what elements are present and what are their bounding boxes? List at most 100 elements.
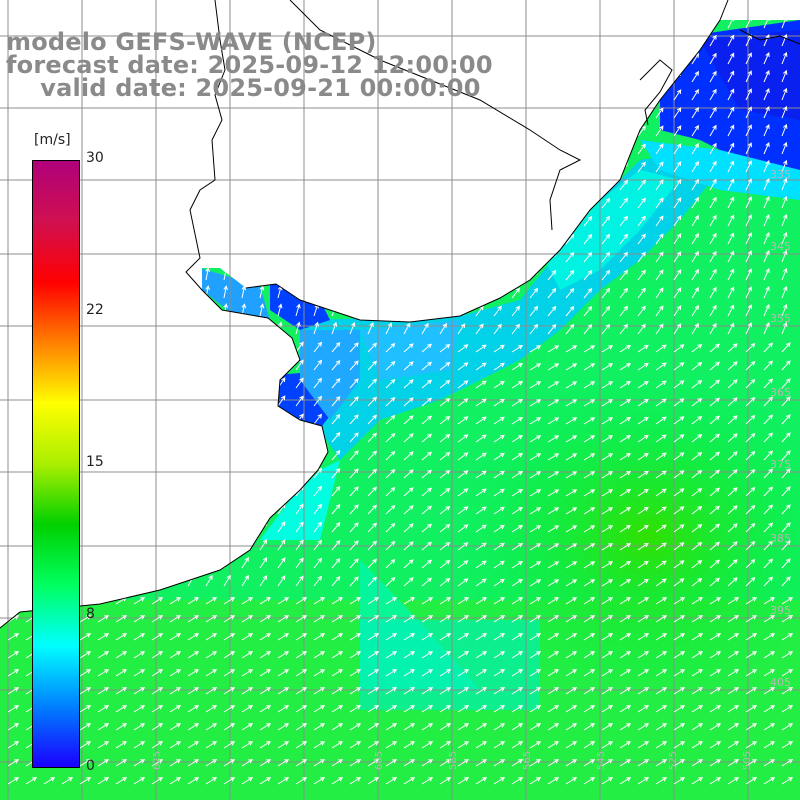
wind-arrow xyxy=(583,687,596,695)
wind-arrow xyxy=(367,178,374,191)
wind-arrow xyxy=(295,575,304,587)
wind-arrow xyxy=(295,521,304,533)
wind-arrow xyxy=(547,107,557,119)
wind-arrow xyxy=(259,341,268,353)
wind-arrow xyxy=(727,705,740,713)
wind-arrow xyxy=(223,394,231,407)
wind-arrow xyxy=(187,597,200,605)
wind-arrow xyxy=(403,723,416,731)
wind-arrow xyxy=(439,777,452,785)
wind-arrow xyxy=(133,340,141,353)
wind-arrow xyxy=(727,178,735,191)
wind-arrow xyxy=(259,575,268,587)
wind-arrow xyxy=(25,249,32,263)
wind-arrow xyxy=(763,214,770,227)
wind-arrow xyxy=(511,471,524,479)
wind-arrow xyxy=(709,214,717,227)
wind-arrow xyxy=(295,231,301,245)
wind-arrow xyxy=(691,577,703,587)
wind-arrow xyxy=(709,34,717,47)
wind-arrow xyxy=(727,70,735,83)
wind-arrow xyxy=(331,321,338,335)
wind-arrow xyxy=(421,577,432,587)
wind-arrow xyxy=(439,451,451,461)
wind-arrow xyxy=(619,615,632,623)
wind-arrow xyxy=(7,214,14,227)
wind-arrow xyxy=(367,20,374,29)
wind-arrow xyxy=(295,741,308,749)
wind-arrow xyxy=(277,231,283,245)
wind-arrow xyxy=(439,559,451,569)
wind-arrow xyxy=(313,159,319,173)
wind-arrow xyxy=(637,416,649,425)
wind-arrow xyxy=(619,669,632,677)
wind-arrow xyxy=(475,125,484,137)
wind-arrow xyxy=(367,342,378,353)
wind-arrow xyxy=(673,759,686,767)
wind-arrow xyxy=(385,178,392,191)
wind-arrow xyxy=(367,633,380,641)
wind-arrow xyxy=(385,777,398,785)
wind-arrow xyxy=(745,70,752,83)
wind-arrow xyxy=(403,597,416,605)
wind-arrow xyxy=(493,759,506,767)
wind-arrow xyxy=(331,777,344,785)
wind-arrow xyxy=(457,416,469,425)
wind-arrow xyxy=(709,361,721,371)
wind-arrow xyxy=(151,538,159,551)
wind-arrow xyxy=(241,633,254,641)
wind-arrow xyxy=(727,250,735,263)
wind-arrow xyxy=(511,687,524,695)
wind-arrow xyxy=(637,434,649,443)
wind-arrow xyxy=(565,53,575,65)
wind-arrow xyxy=(637,759,650,767)
wind-arrow xyxy=(493,344,505,353)
wind-arrow xyxy=(439,433,451,443)
wind-arrow xyxy=(421,651,434,659)
wind-arrow xyxy=(169,615,182,623)
wind-arrow xyxy=(331,432,341,443)
wind-arrow xyxy=(673,35,682,47)
wind-arrow xyxy=(313,777,326,785)
wind-arrow xyxy=(763,651,776,659)
wind-arrow xyxy=(763,70,770,83)
wind-arrow xyxy=(709,505,721,515)
wind-arrow xyxy=(403,268,411,281)
wind-arrow xyxy=(529,615,542,623)
wind-arrow xyxy=(619,125,629,137)
wind-arrow xyxy=(583,107,593,119)
wind-arrow xyxy=(727,433,738,443)
wind-arrow xyxy=(169,376,177,389)
wind-arrow xyxy=(421,505,432,515)
wind-arrow xyxy=(277,249,283,263)
wind-arrow xyxy=(115,123,121,137)
wind-arrow xyxy=(547,687,560,695)
wind-arrow xyxy=(763,705,776,713)
wind-arrow xyxy=(673,215,682,227)
wind-arrow xyxy=(349,522,359,533)
wind-arrow xyxy=(637,89,646,101)
wind-arrow xyxy=(655,687,668,695)
wind-arrow xyxy=(385,450,396,461)
wind-arrow xyxy=(151,705,164,713)
wind-arrow xyxy=(151,285,156,299)
wind-arrow xyxy=(367,522,378,533)
wind-arrow xyxy=(79,413,88,425)
wind-arrow xyxy=(655,20,664,29)
wind-arrow xyxy=(385,633,398,641)
wind-arrow xyxy=(313,557,323,569)
wind-arrow xyxy=(745,504,756,515)
wind-arrow xyxy=(421,433,432,443)
wind-arrow xyxy=(619,251,629,263)
wind-arrow xyxy=(529,759,542,767)
wind-arrow xyxy=(115,651,128,659)
wind-arrow xyxy=(385,723,398,731)
wind-arrow xyxy=(781,615,794,623)
wind-arrow xyxy=(709,196,717,209)
wind-arrow xyxy=(260,0,264,10)
wind-arrow xyxy=(727,106,735,119)
wind-arrow xyxy=(763,160,770,173)
wind-arrow xyxy=(547,597,560,605)
wind-arrow xyxy=(169,249,174,263)
wind-arrow xyxy=(223,340,231,353)
